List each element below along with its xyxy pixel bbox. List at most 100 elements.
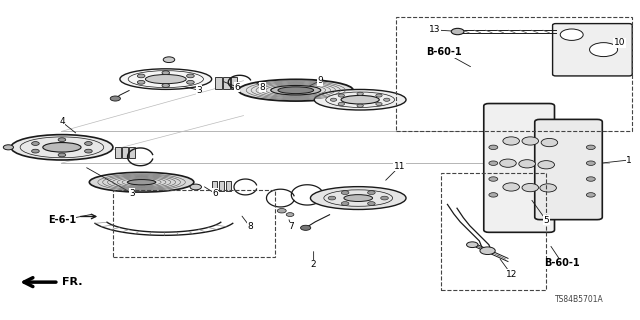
Circle shape xyxy=(381,196,388,200)
Circle shape xyxy=(522,183,539,192)
Text: 1: 1 xyxy=(626,156,632,164)
Circle shape xyxy=(367,191,375,195)
Circle shape xyxy=(489,145,498,149)
Circle shape xyxy=(503,183,520,191)
Text: 6: 6 xyxy=(212,189,218,198)
Ellipse shape xyxy=(344,195,372,202)
Circle shape xyxy=(110,96,120,101)
Text: B-60-1: B-60-1 xyxy=(426,47,462,57)
Circle shape xyxy=(376,102,382,106)
Ellipse shape xyxy=(271,85,321,95)
FancyBboxPatch shape xyxy=(484,104,554,232)
Circle shape xyxy=(162,71,170,75)
Circle shape xyxy=(586,145,595,149)
Ellipse shape xyxy=(310,187,406,210)
Circle shape xyxy=(190,184,202,190)
Circle shape xyxy=(451,28,464,35)
Circle shape xyxy=(187,80,195,84)
Text: 6: 6 xyxy=(234,83,240,92)
Text: TS84B5701A: TS84B5701A xyxy=(555,295,604,304)
Bar xyxy=(396,17,632,132)
Ellipse shape xyxy=(145,75,186,84)
Circle shape xyxy=(187,74,195,78)
Text: 3: 3 xyxy=(129,189,135,198)
Text: 4: 4 xyxy=(59,117,65,126)
Circle shape xyxy=(286,213,294,216)
Text: 8: 8 xyxy=(247,222,253,231)
Circle shape xyxy=(162,84,170,87)
Circle shape xyxy=(138,80,145,84)
Circle shape xyxy=(586,161,595,165)
Circle shape xyxy=(338,102,344,106)
Text: 3: 3 xyxy=(196,86,202,95)
Circle shape xyxy=(541,139,557,147)
Circle shape xyxy=(3,145,13,150)
Text: FR.: FR. xyxy=(62,277,83,287)
Ellipse shape xyxy=(11,135,113,160)
Circle shape xyxy=(58,138,66,142)
FancyBboxPatch shape xyxy=(535,119,602,220)
Circle shape xyxy=(58,153,66,157)
Circle shape xyxy=(519,160,536,168)
Text: 7: 7 xyxy=(289,222,294,231)
Circle shape xyxy=(31,149,39,153)
Text: 8: 8 xyxy=(260,83,266,92)
Ellipse shape xyxy=(314,90,406,110)
Circle shape xyxy=(357,104,364,107)
Circle shape xyxy=(489,193,498,197)
Text: 10: 10 xyxy=(614,38,625,47)
Circle shape xyxy=(341,191,349,195)
Circle shape xyxy=(589,43,618,57)
Ellipse shape xyxy=(239,79,353,101)
Text: 13: 13 xyxy=(429,25,440,35)
Bar xyxy=(113,190,275,257)
Ellipse shape xyxy=(341,95,380,104)
Ellipse shape xyxy=(127,180,156,185)
Text: 9: 9 xyxy=(317,76,323,85)
Circle shape xyxy=(277,209,286,213)
Circle shape xyxy=(341,202,349,205)
Circle shape xyxy=(503,137,520,145)
Text: E-6-1: E-6-1 xyxy=(48,215,76,225)
Text: B-60-1: B-60-1 xyxy=(545,258,580,268)
Bar xyxy=(129,147,134,158)
Ellipse shape xyxy=(278,87,314,93)
Bar xyxy=(212,181,218,191)
Ellipse shape xyxy=(326,92,394,108)
Circle shape xyxy=(586,177,595,181)
Circle shape xyxy=(538,161,554,169)
Bar xyxy=(115,147,120,158)
Circle shape xyxy=(500,159,516,167)
Text: 2: 2 xyxy=(311,260,316,269)
Bar xyxy=(219,181,225,191)
Circle shape xyxy=(522,137,539,145)
Circle shape xyxy=(540,184,556,192)
Circle shape xyxy=(301,225,311,230)
Circle shape xyxy=(163,57,175,62)
Ellipse shape xyxy=(128,71,204,88)
Circle shape xyxy=(383,98,390,101)
Circle shape xyxy=(376,94,382,97)
Circle shape xyxy=(560,29,583,40)
Bar xyxy=(122,147,127,158)
Text: 11: 11 xyxy=(394,162,405,171)
Ellipse shape xyxy=(43,142,81,152)
Circle shape xyxy=(480,247,495,254)
Bar xyxy=(231,76,237,89)
Ellipse shape xyxy=(20,137,104,158)
Circle shape xyxy=(31,142,39,145)
Circle shape xyxy=(330,98,337,101)
Ellipse shape xyxy=(324,190,393,206)
Circle shape xyxy=(138,74,145,78)
Circle shape xyxy=(84,142,92,145)
Ellipse shape xyxy=(120,69,212,89)
Circle shape xyxy=(357,92,364,95)
Bar xyxy=(441,173,546,290)
Ellipse shape xyxy=(90,172,194,192)
Bar xyxy=(226,181,232,191)
Circle shape xyxy=(328,196,336,200)
Circle shape xyxy=(586,193,595,197)
Circle shape xyxy=(84,149,92,153)
Circle shape xyxy=(367,202,375,205)
Text: 12: 12 xyxy=(506,270,517,279)
